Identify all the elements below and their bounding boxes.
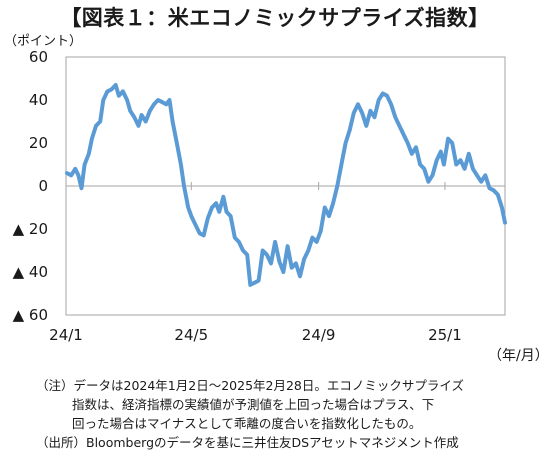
series-line (65, 83, 507, 287)
y-tick-label: 40 (29, 91, 48, 109)
x-tick-label: 25/1 (428, 326, 462, 344)
notes: （注）データは2024年1月2日～2025年2月28日。エコノミックサプライズ … (36, 376, 464, 452)
note-line: （注）データは2024年1月2日～2025年2月28日。エコノミックサプライズ (36, 378, 465, 393)
x-tick-label: 24/5 (174, 326, 208, 344)
note-line: 回った場合はマイナスとして乖離の度合いを指数化したもの。 (72, 416, 422, 431)
y-tick-label: 60 (29, 48, 48, 66)
source-line: （出所）Bloombergのデータを基に三井住友DSアセットマネジメント作成 (36, 435, 459, 450)
chart-title: 【図表１：米エコノミックサプライズ指数】 (60, 6, 490, 30)
x-axis-unit-label: （年/月） (488, 348, 549, 364)
y-tick-label: 0 (38, 177, 48, 195)
y-tick-label: ▲ 20 (13, 220, 48, 238)
x-tick-label: 24/1 (49, 326, 83, 344)
y-tick-label: ▲ 40 (13, 263, 48, 281)
y-tick-label: 20 (29, 134, 48, 152)
y-axis-unit-label: （ポイント） (4, 34, 83, 49)
note-line: 指数は、経済指標の実績値が予測値を上回った場合はプラス、下 (72, 397, 435, 412)
x-tick-label: 24/9 (302, 326, 336, 344)
y-tick-label: ▲ 60 (13, 306, 48, 324)
